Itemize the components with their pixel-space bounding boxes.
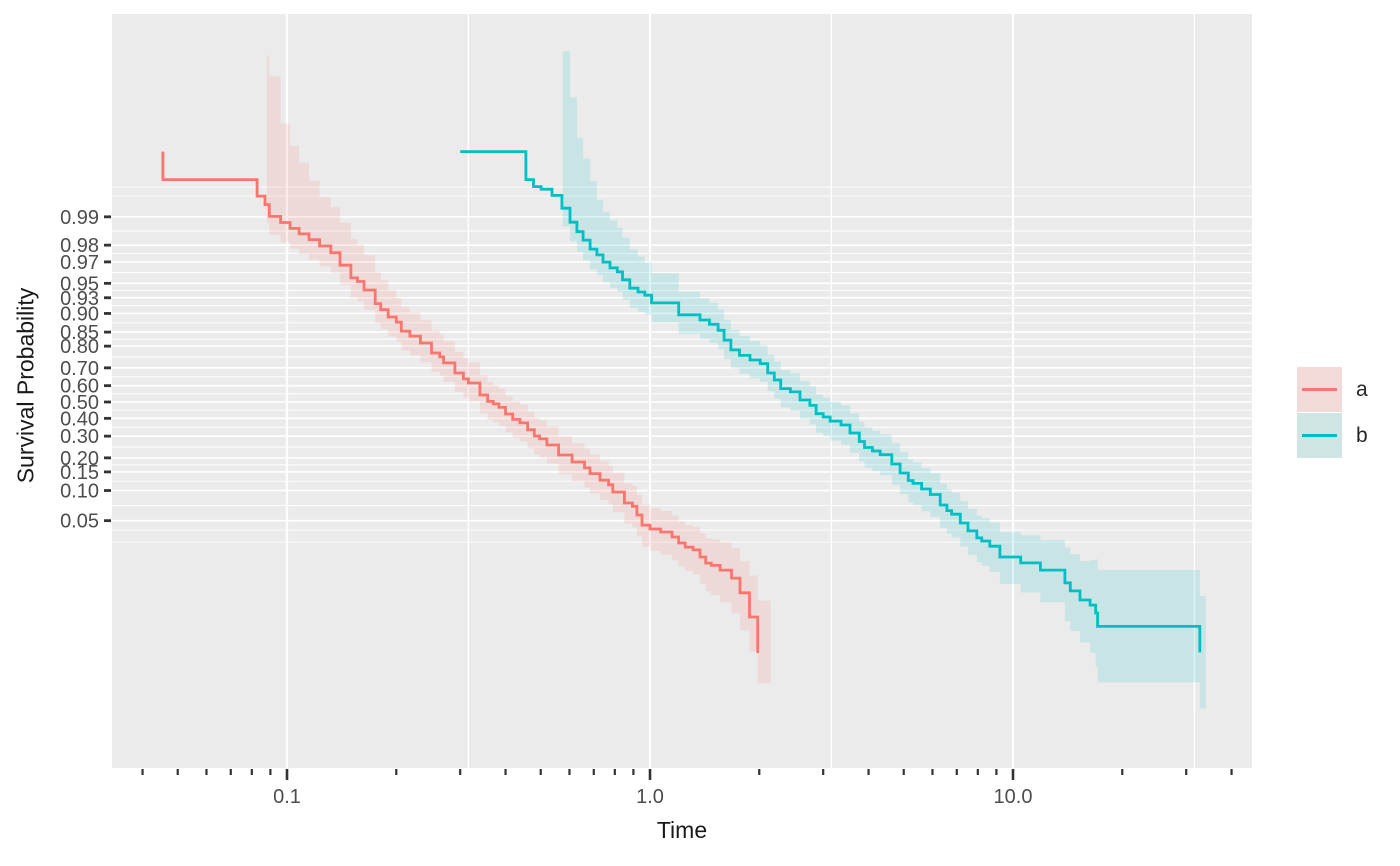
- y-tick-label: 0.95: [60, 273, 99, 295]
- y-tick-label: 0.40: [60, 408, 99, 430]
- gridlines: [112, 14, 1252, 768]
- y-tick-label: 0.15: [60, 462, 99, 484]
- legend-key-a-ribbon-swatch: [1297, 367, 1342, 412]
- y-tick-label: 0.85: [60, 322, 99, 344]
- y-tick-label: 0.70: [60, 358, 99, 380]
- x-axis-title: Time: [656, 817, 708, 843]
- survival-curve-a: [161, 151, 760, 653]
- y-tick-label: 0.50: [60, 392, 99, 414]
- y-tick-label: 0.05: [60, 511, 99, 533]
- legend-label-b: b: [1356, 423, 1368, 447]
- y-tick-label: 0.30: [60, 426, 99, 448]
- series-layer: [161, 51, 1206, 709]
- legend-key-a-line: [1302, 388, 1337, 392]
- survival-curve-b: [460, 150, 1202, 653]
- x-tick-label: 0.1: [273, 786, 301, 808]
- axis-tick-labels: 0.99 0.980.970.950.930.900.850.800.700.60…: [60, 207, 1032, 808]
- y-axis-title: Survival Probability: [12, 287, 39, 484]
- y-tick-label: 0.60: [60, 376, 99, 398]
- x-tick-label: 10.0: [994, 786, 1033, 808]
- legend-entry-b: b: [1297, 413, 1368, 458]
- x-tick-label: 1.0: [636, 786, 664, 808]
- legend-key-b-line: [1302, 434, 1337, 438]
- legend: a b: [1297, 367, 1368, 459]
- panel-background: [112, 14, 1252, 768]
- axis-ticks: [104, 215, 1233, 780]
- y-tick-label: 0.98: [60, 235, 99, 257]
- confidence-ribbon-b: [562, 51, 1206, 709]
- y-tick-label: 0.10: [60, 481, 99, 503]
- y-tick-label: 0.80: [60, 336, 99, 358]
- y-tick-label: 0.99: [60, 207, 99, 229]
- legend-label-a: a: [1356, 377, 1368, 401]
- y-tick-label: 0.90: [60, 303, 99, 325]
- y-tick-label: 0.93: [60, 288, 99, 310]
- y-tick-label: 0.97: [60, 252, 99, 274]
- y-tick-label: 0.20: [60, 448, 99, 470]
- legend-key-b-ribbon-swatch: [1297, 413, 1342, 458]
- legend-entry-a: a: [1297, 367, 1368, 412]
